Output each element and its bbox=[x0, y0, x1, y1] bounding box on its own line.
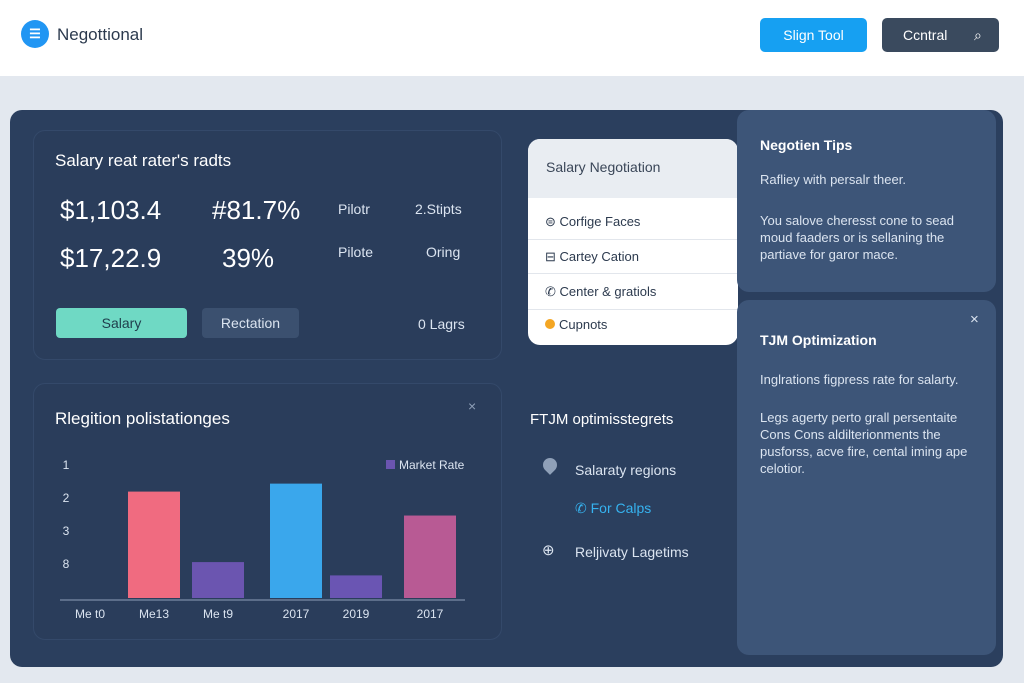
close-icon[interactable]: × bbox=[970, 311, 979, 328]
x-tick-label: Me t0 bbox=[75, 607, 105, 621]
search-icon: ⌕ bbox=[974, 27, 982, 43]
menu-item-label: Corfige Faces bbox=[559, 214, 641, 229]
menu-item-label: Cartey Cation bbox=[559, 249, 639, 264]
legend-label: Market Rate bbox=[399, 458, 465, 472]
x-tick-label: 2017 bbox=[417, 607, 444, 621]
x-tick-label: 2019 bbox=[343, 607, 370, 621]
divider bbox=[528, 239, 738, 240]
legend-swatch bbox=[386, 460, 395, 469]
divider bbox=[528, 309, 738, 310]
menu-item[interactable]: ⊜ Corfige Faces bbox=[545, 214, 641, 229]
features-title: FTJM optimisstegrets bbox=[530, 411, 674, 428]
note: 0 Lagrs bbox=[418, 316, 465, 332]
stat: $17,22.9 bbox=[60, 243, 162, 273]
summary-title: Salary reat rater's radts bbox=[55, 151, 232, 170]
feature[interactable]: Salaraty regions bbox=[575, 462, 677, 478]
text-line: Legs agerty perto grall persentaite bbox=[760, 410, 958, 425]
stat-label: 2.Stipts bbox=[415, 201, 462, 217]
salary-button[interactable]: Salary bbox=[56, 308, 187, 338]
dot bbox=[545, 319, 555, 329]
menu-item[interactable]: ⊟ Cartey Cation bbox=[545, 249, 639, 264]
x-tick-label: Me13 bbox=[139, 607, 169, 621]
x-tick-label: Me t9 bbox=[203, 607, 233, 621]
optimization-text: Legs agerty perto grall persentaite Cons… bbox=[760, 409, 967, 477]
sign-button[interactable]: Slign Tool bbox=[760, 18, 867, 52]
bar bbox=[192, 562, 244, 598]
bar bbox=[128, 491, 180, 598]
y-tick-label: 3 bbox=[63, 524, 70, 538]
central-label: Ccntral bbox=[903, 27, 948, 43]
chart-title: Rlegition polistationges bbox=[55, 409, 230, 428]
globe-icon: ⊕ bbox=[542, 542, 555, 559]
header bbox=[0, 0, 1024, 76]
tips-title: Negotien Tips bbox=[760, 137, 853, 153]
menu-item[interactable]: ✆ Center & gratiols bbox=[545, 284, 657, 299]
bar bbox=[270, 483, 322, 598]
central-button[interactable]: Ccntral ⌕ bbox=[882, 18, 999, 52]
brand: Negottional bbox=[57, 25, 144, 44]
chart: 1 2 3 8 Me t0 Me13 Me t9 2017 2019 2017 Market Rat… bbox=[60, 458, 465, 621]
text-line: pusforss, acve fire, cental iming ape bbox=[760, 444, 968, 459]
bar bbox=[404, 515, 456, 598]
stat-label: Pilotr bbox=[338, 201, 370, 217]
stat: $1,103.4 bbox=[60, 195, 162, 225]
y-tick-label: 8 bbox=[63, 557, 70, 571]
divider bbox=[528, 273, 738, 274]
text-line: moud faaders or is sellaning the bbox=[760, 230, 945, 245]
menu-header: Salary Negotiation bbox=[528, 139, 738, 198]
logo: ☰ bbox=[21, 20, 49, 48]
text-line: celotior. bbox=[760, 461, 805, 476]
optimization-card bbox=[737, 300, 996, 655]
rectation-button[interactable]: Rectation bbox=[202, 308, 299, 338]
bar bbox=[330, 575, 382, 598]
stat: 39% bbox=[222, 243, 275, 273]
stat-label: Oring bbox=[426, 244, 461, 260]
tips-lead: Rafliey with persalr theer. bbox=[760, 172, 906, 187]
stat: #81.7% bbox=[212, 195, 301, 225]
x-tick-label: 2017 bbox=[283, 607, 310, 621]
tips-text: You salove cheresst cone to sead moud fa… bbox=[760, 212, 954, 263]
tips-card bbox=[737, 110, 996, 292]
stat-label: Pilote bbox=[338, 244, 374, 260]
menu-item[interactable]: Cupnots bbox=[545, 317, 607, 332]
optimization-title: TJM Optimization bbox=[760, 332, 877, 348]
feature[interactable]: Reljivaty Lagetims bbox=[575, 544, 689, 560]
optimization-lead: Inglrations figpress rate for salarty. bbox=[760, 372, 959, 387]
feature-label: For Calps bbox=[590, 500, 652, 516]
menu-item-label: Center & gratiols bbox=[559, 284, 657, 299]
text-line: You salove cheresst cone to sead bbox=[760, 213, 954, 228]
menu-item-label: Cupnots bbox=[559, 317, 608, 332]
text-line: partiave for garor mace. bbox=[760, 247, 899, 262]
feature[interactable]: ✆ For Calps bbox=[575, 500, 652, 516]
y-tick-label: 1 bbox=[63, 458, 70, 472]
y-tick-label: 2 bbox=[63, 491, 70, 505]
close-icon[interactable]: × bbox=[468, 398, 477, 414]
menu: Salary Negotiation bbox=[528, 139, 738, 345]
text-line: Cons Cons aldilterionments the bbox=[760, 427, 941, 442]
